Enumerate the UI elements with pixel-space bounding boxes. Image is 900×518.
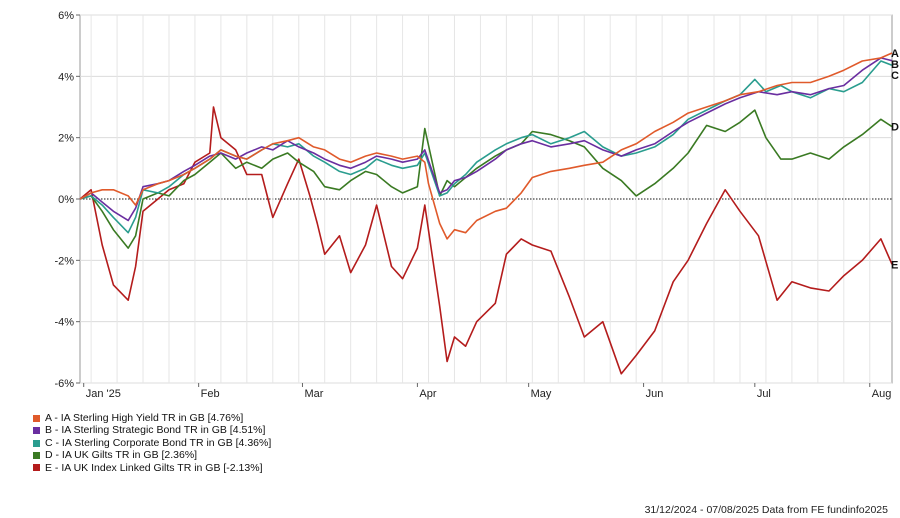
series-line-d (79, 109, 893, 249)
legend-item: D - IA UK Gilts TR in GB [2.36%] (33, 449, 271, 461)
data-source-footer: 31/12/2024 - 07/08/2025 Data from FE fun… (644, 504, 888, 516)
legend-label: D - IA UK Gilts TR in GB [2.36%] (45, 449, 198, 462)
series-line-e (79, 106, 893, 375)
x-tick-label: Jan '25 (86, 388, 121, 400)
series-end-label: C (891, 70, 899, 82)
y-tick-label: 2% (58, 133, 74, 145)
legend-swatch-e (33, 464, 40, 472)
series-lines (79, 52, 893, 375)
legend-label: B - IA Sterling Strategic Bond TR in GB … (45, 424, 266, 437)
series-end-label: A (891, 48, 899, 60)
legend-item: C - IA Sterling Corporate Bond TR in GB … (33, 437, 271, 449)
legend-label: C - IA Sterling Corporate Bond TR in GB … (45, 436, 272, 449)
x-tick-label: Apr (419, 388, 436, 400)
x-tick-label: Jun (646, 388, 664, 400)
legend-swatch-b (33, 427, 40, 435)
legend-item: E - IA UK Index Linked Gilts TR in GB [-… (33, 462, 271, 474)
x-tick-label: Feb (201, 388, 220, 400)
y-tick-label: 6% (58, 10, 74, 22)
series-end-label: B (891, 59, 899, 71)
series-end-label: D (891, 122, 899, 134)
legend-swatch-a (33, 414, 40, 422)
x-tick-label: Jul (757, 388, 771, 400)
grid (79, 14, 893, 384)
legend-label: E - IA UK Index Linked Gilts TR in GB [-… (45, 461, 263, 474)
series-line-c (79, 60, 893, 234)
y-tick-label: -6% (54, 378, 74, 390)
legend-swatch-c (33, 439, 40, 447)
y-tick-label: 4% (58, 71, 74, 83)
y-tick-label: -4% (54, 317, 74, 329)
series-line-b (79, 57, 893, 222)
series-line-a (79, 52, 893, 240)
legend: A - IA Sterling High Yield TR in GB [4.7… (33, 412, 271, 474)
legend-item: B - IA Sterling Strategic Bond TR in GB … (33, 424, 271, 436)
x-tick-label: Mar (304, 388, 323, 400)
x-tick-label: May (531, 388, 552, 400)
y-tick-label: -2% (54, 255, 74, 267)
series-end-labels: ABC D E (891, 48, 899, 271)
series-end-label: E (891, 259, 898, 271)
legend-swatch-d (33, 451, 40, 459)
y-tick-label: 0% (58, 194, 74, 206)
legend-label: A - IA Sterling High Yield TR in GB [4.7… (45, 412, 244, 424)
axes: 6% 4% 2% 0% -2% -4% -6% Jan '25 Feb Mar Apr May Jun J… (54, 10, 891, 400)
x-tick-label: Aug (872, 388, 892, 400)
legend-item: A - IA Sterling High Yield TR in GB [4.7… (33, 412, 271, 424)
